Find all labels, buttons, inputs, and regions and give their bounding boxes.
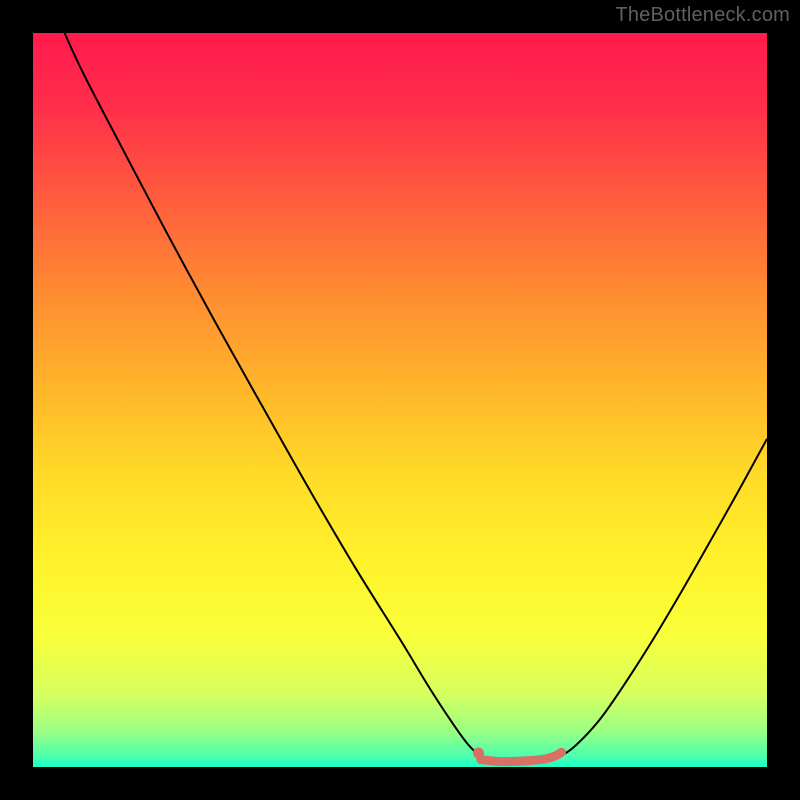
plot-background: [33, 33, 767, 767]
frame-left: [0, 0, 33, 800]
optimal-point-marker: [473, 748, 484, 759]
chart-stage: TheBottleneck.com: [0, 0, 800, 800]
watermark-text: TheBottleneck.com: [615, 4, 790, 27]
frame-right: [767, 0, 800, 800]
chart-svg: [0, 0, 800, 800]
frame-bottom: [0, 767, 800, 800]
